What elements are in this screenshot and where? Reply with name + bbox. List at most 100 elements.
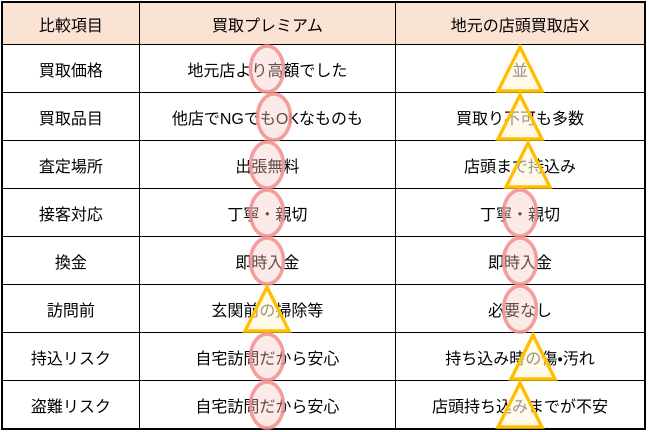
row-label-cell: 買取価格: [1, 44, 140, 93]
table-row: 盗難リスク 自宅訪問だ から安心 店頭持ち込み までが不安: [1, 379, 646, 430]
text-segment: し: [536, 302, 553, 320]
row-label-cell: 持込リスク: [1, 332, 140, 381]
text-segment: 自宅訪問: [195, 350, 260, 368]
cell-text: 自宅訪問だ から安心: [195, 379, 339, 430]
row-label-cell: 訪問前: [1, 284, 140, 333]
circle-mark: [249, 139, 286, 190]
marked-text: 張無: [249, 139, 286, 190]
text-segment: 他店でNGで: [171, 110, 260, 128]
text-segment: 即: [235, 254, 252, 272]
text-segment: 店頭持ち込: [432, 398, 513, 416]
text-segment: 地元店よ: [187, 62, 252, 80]
cell-text: 丁寧・ 親切: [480, 187, 561, 238]
cell-text: 他店でNGでもO Kなものも: [171, 91, 363, 142]
marked-text: 並: [495, 43, 545, 93]
text-segment: 傷・汚れ: [541, 350, 595, 368]
text-segment: 持ち込み時: [445, 350, 526, 368]
cell-text: 地元店より高 額でした: [187, 43, 348, 94]
premium-cell: 出張無料: [138, 139, 397, 190]
text-segment: 額でした: [283, 62, 348, 80]
local-shop-cell: 必要なし: [395, 283, 646, 334]
premium-cell: 地元店より高 額でした: [138, 43, 397, 94]
triangle-mark: [495, 43, 545, 93]
text-segment: 親切: [528, 206, 561, 224]
marked-text: もO: [255, 91, 293, 142]
table-row: 査定場所 出張無料 店頭まで持 込み: [1, 139, 646, 190]
marked-text: だ: [249, 331, 286, 382]
text-segment: 料: [283, 158, 300, 176]
header-row: 比較項目 買取プレミアム 地元の店頭買取店X: [1, 1, 646, 45]
local-shop-cell: 店頭持ち込み までが不安: [395, 379, 646, 430]
text-segment: 込み: [544, 158, 577, 176]
premium-cell: 玄関前の 掃除等: [138, 283, 397, 333]
header-comparison-item: 比較項目: [1, 1, 140, 45]
text-segment: Kなものも: [288, 110, 363, 128]
marked-text: 時入: [249, 235, 286, 286]
marked-text: 不可: [495, 91, 545, 141]
row-label-cell: 換金: [1, 236, 140, 285]
row-label-cell: 盗難リスク: [1, 380, 140, 430]
marked-text: 時入: [501, 235, 539, 286]
cell-text: 買取り不可 も多数: [456, 91, 585, 141]
marked-text: だ: [249, 379, 286, 430]
text-segment: 自宅訪問: [195, 398, 260, 416]
text-segment: から安心: [275, 350, 340, 368]
table-row: 買取品目 他店でNGでもO Kなものも 買取り不可 も多数: [1, 91, 646, 142]
local-shop-cell: 即時入金: [395, 235, 646, 286]
premium-cell: 丁寧・ 親切: [138, 187, 397, 238]
cell-text: 持ち込み時の 傷・汚れ: [445, 331, 595, 381]
local-shop-cell: 丁寧・ 親切: [395, 187, 646, 238]
text-segment: 出: [235, 158, 252, 176]
circle-mark: [249, 43, 286, 94]
table-row: 訪問前 玄関前の 掃除等 必要なし: [1, 283, 646, 334]
row-label-cell: 査定場所: [1, 140, 140, 189]
row-label-cell: 買取品目: [1, 92, 140, 141]
cell-text: 即時入金: [235, 235, 300, 286]
table-row: 換金 即時入金即時入金: [1, 235, 646, 286]
premium-cell: 他店でNGでもO Kなものも: [138, 91, 397, 142]
text-segment: 丁寧: [480, 206, 513, 224]
text-segment: 必: [488, 302, 505, 320]
text-segment: 金: [536, 254, 553, 272]
cell-text: 並: [495, 43, 545, 93]
cell-text: 必要なし: [488, 283, 553, 334]
premium-cell: 即時入金: [138, 235, 397, 286]
row-label-cell: 接客対応: [1, 188, 140, 237]
text-segment: 玄関前: [211, 302, 260, 320]
local-shop-cell: 買取り不可 も多数: [395, 91, 646, 141]
local-shop-cell: 店頭まで持 込み: [395, 139, 646, 189]
text-segment: 親切: [275, 206, 308, 224]
marked-text: み: [495, 379, 545, 429]
text-segment: 丁寧: [227, 206, 260, 224]
table-row: 買取価格 地元店より高 額でした並: [1, 43, 646, 94]
cell-text: 自宅訪問だ から安心: [195, 331, 340, 382]
circle-mark: [501, 283, 539, 334]
marked-text: の: [508, 331, 559, 381]
text-segment: 即: [488, 254, 505, 272]
circle-mark: [255, 91, 293, 142]
cell-text: 出張無料: [235, 139, 300, 190]
local-shop-cell: 並: [395, 43, 646, 93]
marked-text: ・: [501, 187, 539, 238]
cell-text: 店頭持ち込み までが不安: [432, 379, 608, 429]
table-row: 接客対応 丁寧・ 親切 丁寧・ 親切: [1, 187, 646, 238]
header-local-shop-x: 地元の店頭買取店X: [395, 1, 646, 45]
text-segment: 店頭ま: [464, 158, 513, 176]
table-row: 持込リスク 自宅訪問だ から安心 持ち込み時の 傷・汚れ: [1, 331, 646, 382]
cell-text: 即時入金: [488, 235, 553, 286]
marked-text: り高: [249, 43, 286, 94]
marked-text: 要な: [501, 283, 539, 334]
circle-mark: [501, 235, 539, 286]
marked-text: の: [242, 283, 293, 333]
cell-text: 丁寧・ 親切: [227, 187, 308, 238]
circle-mark: [249, 235, 286, 286]
text-segment: 掃除等: [275, 302, 324, 320]
text-segment: も多数: [536, 110, 585, 128]
cell-text: 玄関前の 掃除等: [211, 283, 324, 333]
text-segment: 買取り: [456, 110, 505, 128]
cell-text: 店頭まで持 込み: [464, 139, 577, 189]
text-segment: 金: [283, 254, 300, 272]
table-body: 買取価格 地元店より高 額でした並買取品目 他店でNGでもO Kなものも 買取り不可 も多数…: [1, 43, 646, 430]
